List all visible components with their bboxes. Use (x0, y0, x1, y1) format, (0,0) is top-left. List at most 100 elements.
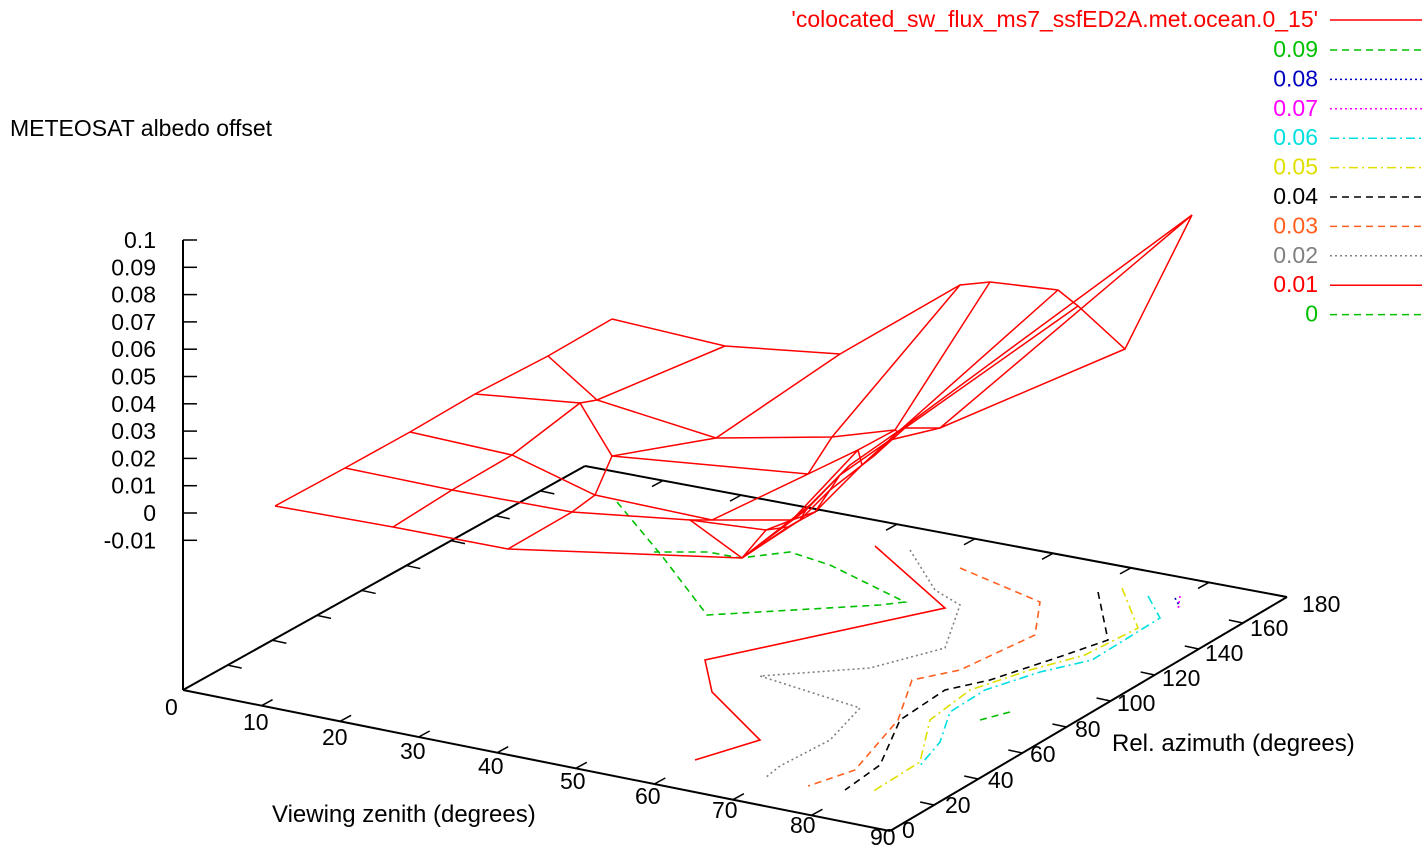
contour-line (807, 567, 1041, 787)
y-tick-mark (1228, 619, 1244, 624)
contour-line (844, 591, 1109, 791)
y-tick-mark (919, 801, 935, 806)
x-tick-label: 30 (400, 738, 426, 764)
surface-grid-line (409, 431, 851, 521)
surface-grid-line (741, 281, 991, 559)
surface-grid-line (741, 289, 1059, 559)
y-tick-mark (1096, 697, 1111, 702)
x-tick-label: 50 (560, 768, 586, 794)
back-tick-mark (406, 564, 421, 570)
back-tick-mark (963, 538, 976, 546)
x-tick-label: 20 (322, 724, 348, 750)
back-tick-mark (1197, 581, 1210, 590)
legend-level-label: 0.02 (1273, 242, 1318, 268)
contour-line (871, 587, 1140, 793)
x-tick-mark (496, 746, 509, 754)
z-tick-label: 0 (143, 500, 156, 526)
z-tick-label: 0.05 (111, 364, 156, 390)
z-axis-label: METEOSAT albedo offset (10, 115, 273, 141)
legend-level-label: 0.09 (1273, 36, 1318, 62)
back-tick-mark (272, 639, 287, 644)
x-tick-label: 70 (712, 797, 738, 823)
x-tick-label: 0 (165, 694, 178, 720)
contour-line (979, 711, 1011, 721)
y-tick-label: 160 (1250, 615, 1288, 641)
surface-grid-line (344, 467, 811, 531)
x-tick-mark (811, 808, 823, 816)
back-tick-mark (540, 490, 555, 495)
back-tick-mark (885, 523, 898, 531)
contour-line (1174, 597, 1181, 608)
z-tick-label: 0.02 (111, 445, 156, 471)
surface-grid-line (392, 345, 726, 528)
legend-level-label: 0.05 (1273, 154, 1318, 180)
y-axis-label: Rel. azimuth (degrees) (1112, 730, 1355, 757)
legend-level-label: 0.07 (1273, 95, 1318, 121)
surface-grid-line (611, 214, 1193, 355)
x-tick-label: 60 (635, 783, 661, 809)
base-axis-back (584, 465, 1288, 598)
back-tick-mark (316, 614, 332, 620)
y-tick-label: 140 (1205, 640, 1243, 666)
surface-grid-line (274, 505, 743, 559)
contour-line (694, 545, 947, 761)
z-tick-label: 0.06 (111, 336, 156, 362)
contour-line (616, 501, 908, 616)
y-tick-mark (964, 775, 979, 780)
y-axis-line (889, 596, 1288, 832)
surface-grid-line (274, 318, 613, 507)
legend-level-label: 0.08 (1273, 65, 1318, 91)
x-tick-label: 80 (790, 812, 816, 838)
back-axis-ticks (227, 479, 1210, 669)
y-tick-label: 100 (1117, 690, 1155, 716)
y-tick-mark (1184, 645, 1199, 650)
back-tick-mark (1041, 552, 1054, 560)
surface-grid-line (687, 284, 961, 559)
x-tick-mark (732, 793, 745, 801)
x-tick-mark (339, 714, 352, 722)
x-tick-mark (575, 761, 588, 769)
y-tick-label: 20 (945, 792, 971, 818)
legend-level-label: 0.04 (1273, 183, 1318, 209)
contour-lines (616, 501, 1181, 793)
back-tick-mark (495, 515, 510, 520)
y-tick-label: 0 (902, 817, 915, 843)
x-axis-line (182, 689, 891, 832)
z-ticks: 0.10.090.080.070.060.050.040.030.020.010… (104, 227, 197, 553)
legend-level-label: 0.03 (1273, 212, 1318, 238)
surface-grid-line (474, 393, 901, 475)
legend-level-label: 0 (1305, 301, 1318, 327)
contour-line (917, 595, 1162, 769)
legend-surface-label: 'colocated_sw_flux_ms7_ssfED2A.met.ocean… (791, 6, 1318, 32)
z-tick-label: 0.01 (111, 473, 156, 499)
y-tick-mark (1140, 671, 1155, 676)
y-tick-mark (1008, 749, 1023, 754)
back-tick-mark (227, 664, 242, 669)
legend-level-label: 0.06 (1273, 124, 1318, 150)
y-tick-label: 80 (1075, 716, 1101, 742)
y-tick-label: 120 (1162, 665, 1200, 691)
z-tick-label: 0.03 (111, 418, 156, 444)
back-tick-mark (651, 479, 664, 488)
legend-level-label: 0.01 (1273, 271, 1318, 297)
z-tick-label: 0.08 (111, 282, 156, 308)
back-tick-mark (450, 539, 466, 545)
x-tick-mark (261, 699, 273, 707)
z-tick-label: 0.07 (111, 309, 156, 335)
x-tick-mark (653, 777, 666, 785)
y-tick-label: 40 (988, 767, 1014, 793)
back-tick-mark (729, 494, 742, 502)
z-tick-label: -0.01 (104, 527, 156, 553)
x-axis-label: Viewing zenith (degrees) (272, 801, 536, 828)
base-axis-left (182, 465, 586, 691)
x-tick-label: 10 (243, 709, 269, 735)
y-tick-label: 60 (1030, 741, 1056, 767)
z-tick-label: 0.1 (124, 227, 156, 253)
x-ticks: 0 10 20 30 40 50 60 70 80 90 (165, 694, 896, 849)
surface-mesh (274, 214, 1193, 559)
x-tick-label: 90 (870, 824, 896, 849)
legend: 'colocated_sw_flux_ms7_ssfED2A.met.ocean… (791, 6, 1422, 327)
y-tick-label: 180 (1302, 591, 1340, 617)
surface-grid-line (547, 214, 1193, 439)
